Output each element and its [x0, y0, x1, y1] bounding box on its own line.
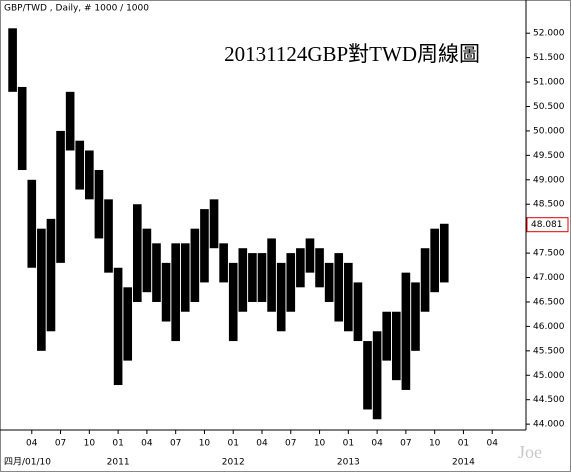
y-tick-label: 47.000	[533, 273, 565, 283]
range-bar	[94, 170, 104, 239]
range-bar	[439, 223, 449, 283]
range-bar	[219, 243, 228, 283]
chart-title: 20131124GBP對TWD周線圖	[224, 42, 480, 66]
range-bar	[161, 262, 171, 322]
range-bar	[411, 282, 420, 351]
x-tick-label: 04	[141, 439, 153, 449]
range-bar	[420, 248, 430, 312]
range-bar	[180, 243, 190, 312]
watermark: Joe	[518, 442, 542, 462]
x-tick-label: 10	[314, 439, 326, 449]
range-bar	[132, 204, 142, 302]
x-tick-label: 01	[112, 439, 123, 449]
y-tick-label: 49.500	[533, 151, 565, 161]
range-bar	[56, 130, 65, 263]
y-tick-label: 46.500	[533, 297, 565, 307]
range-bar	[305, 238, 315, 273]
range-bar	[344, 262, 353, 332]
y-tick-label: 44.500	[533, 395, 565, 405]
range-bar	[267, 238, 276, 312]
range-bar	[37, 228, 46, 351]
range-bar	[65, 91, 75, 151]
range-bar	[296, 248, 305, 288]
range-bar	[257, 253, 267, 302]
range-bar	[324, 262, 334, 302]
y-tick-label: 49.000	[533, 175, 565, 185]
range-bar	[382, 311, 392, 361]
range-bar	[200, 209, 209, 283]
y-tick-label: 50.500	[533, 102, 565, 112]
range-bar	[104, 199, 113, 273]
y-tick-label: 50.000	[533, 126, 565, 136]
range-bar	[123, 287, 133, 361]
range-bar	[46, 218, 56, 332]
range-bar	[334, 253, 344, 322]
range-bar	[190, 228, 200, 302]
x-tick-label: 10	[84, 439, 96, 449]
range-bar	[27, 179, 37, 268]
x-tick-label: 07	[285, 439, 296, 449]
year-label: 2011	[107, 458, 130, 468]
x-tick-label: 10	[199, 439, 211, 449]
y-tick-label: 45.000	[533, 371, 565, 381]
x-tick-label: 04	[26, 439, 38, 449]
range-bar	[391, 311, 401, 381]
range-bar	[171, 243, 180, 342]
year-label: 2014	[452, 458, 475, 468]
range-bar	[85, 150, 94, 200]
range-bar	[75, 140, 85, 190]
range-bar	[113, 267, 123, 386]
x-tick-label: 10	[429, 439, 441, 449]
y-tick-label: 51.500	[533, 53, 565, 63]
range-bar	[8, 28, 17, 92]
x-tick-label: 01	[458, 439, 469, 449]
x-tick-label: 07	[400, 439, 411, 449]
range-bar	[238, 248, 248, 312]
range-bar	[430, 228, 439, 293]
range-bar	[142, 228, 152, 293]
range-bar	[152, 243, 161, 302]
range-bar	[315, 248, 324, 288]
x-tick-label: 07	[55, 439, 66, 449]
range-bar	[276, 262, 286, 332]
x-tick-label: 04	[486, 439, 498, 449]
y-tick-label: 47.500	[533, 249, 565, 259]
y-tick-label: 45.500	[533, 346, 565, 356]
range-bar	[248, 253, 257, 302]
year-label: 四月/01/10	[4, 457, 51, 468]
x-tick-label: 04	[371, 439, 383, 449]
range-bar	[353, 282, 363, 342]
range-bar	[401, 272, 411, 390]
range-bar	[209, 199, 219, 249]
x-tick-label: 07	[170, 439, 181, 449]
x-tick-label: 01	[343, 439, 354, 449]
y-tick-label: 52.000	[533, 29, 565, 39]
range-bar	[286, 253, 296, 312]
last-value-label: 48.081	[531, 220, 563, 230]
range-bar	[17, 86, 27, 171]
range-bar	[363, 341, 372, 410]
year-label: 2012	[222, 458, 245, 468]
y-tick-label: 48.500	[533, 200, 565, 210]
range-bar	[372, 331, 382, 420]
header: GBP/TWD , Daily, # 1000 / 1000	[4, 4, 149, 14]
y-tick-label: 46.000	[533, 322, 565, 332]
x-tick-label: 01	[227, 439, 238, 449]
range-bar	[228, 262, 238, 342]
y-tick-label: 51.000	[533, 78, 565, 88]
x-tick-label: 04	[256, 439, 268, 449]
y-tick-label: 44.000	[533, 420, 565, 430]
last-value-box	[526, 217, 569, 233]
year-label: 2013	[337, 458, 360, 468]
